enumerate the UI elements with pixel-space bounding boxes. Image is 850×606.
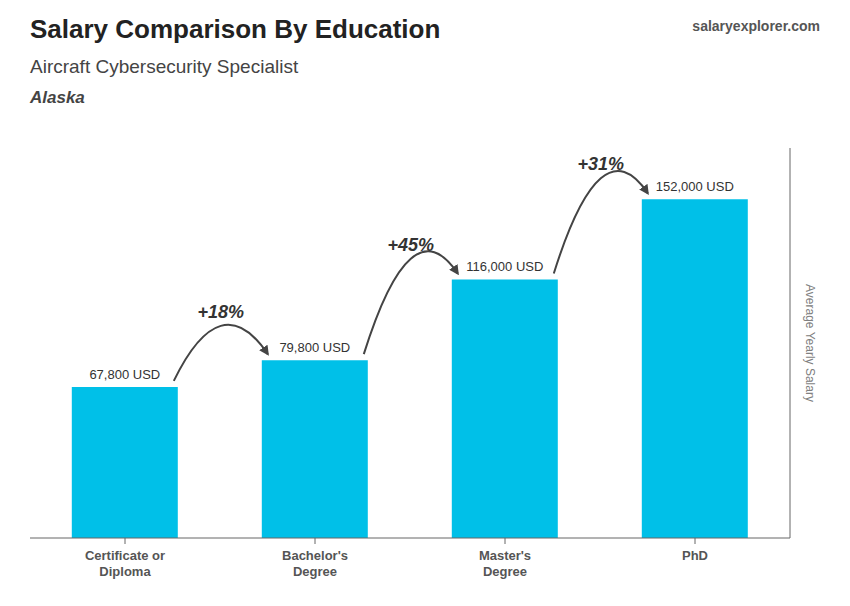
- html-text:Alaska: Alaska: [30, 88, 85, 107]
- html-text:Salary Comparison By Education: Salary Comparison By Education: [30, 14, 441, 44]
- svg-text:Master'sDegree: Master'sDegree: [479, 548, 531, 579]
- svg-text:Average Yearly Salary: Average Yearly Salary: [803, 284, 817, 402]
- svg-text:116,000 USD: 116,000 USD: [466, 259, 543, 274]
- svg-text:+45%: +45%: [388, 235, 435, 255]
- svg-text:79,800 USD: 79,800 USD: [279, 340, 350, 355]
- svg-text:152,000 USD: 152,000 USD: [656, 179, 734, 194]
- svg-text:PhD: PhD: [682, 548, 708, 563]
- svg-text:67,800 USD: 67,800 USD: [89, 367, 160, 382]
- html-text:Aircraft Cybersecurity Special: Aircraft Cybersecurity Specialist: [30, 56, 299, 77]
- svg-text:Bachelor'sDegree: Bachelor'sDegree: [282, 548, 348, 579]
- svg-text:+31%: +31%: [578, 154, 625, 174]
- svg-text:Certificate orDiploma: Certificate orDiploma: [85, 548, 165, 579]
- html-text:salaryexplorer.com: salaryexplorer.com: [692, 18, 820, 34]
- svg-text:+18%: +18%: [198, 302, 245, 322]
